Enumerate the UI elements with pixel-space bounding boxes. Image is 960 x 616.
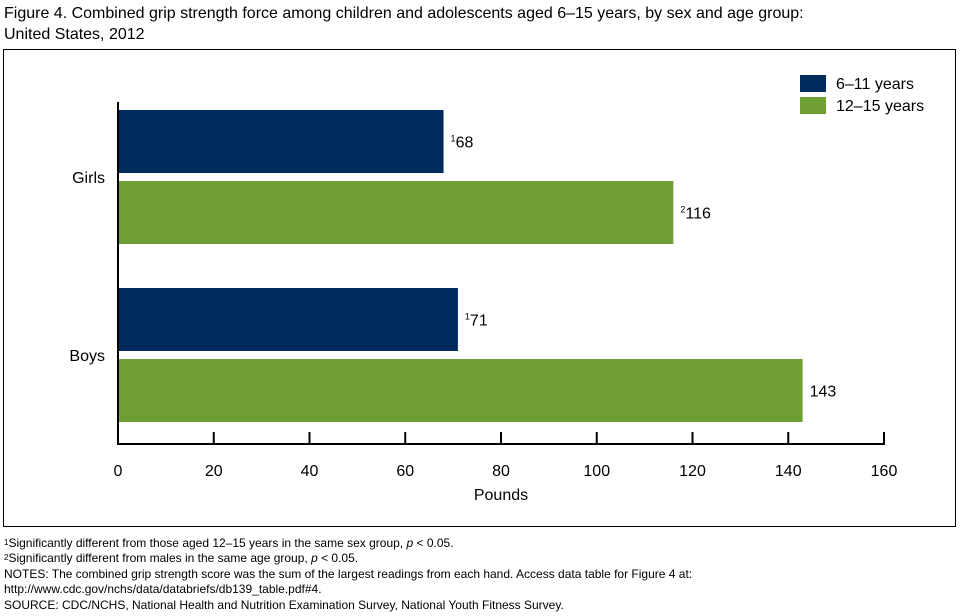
- footnote-1: 1Significantly different from those aged…: [4, 536, 692, 551]
- x-tick-label: 60: [396, 463, 414, 480]
- bar-boys-6-11: [118, 288, 458, 351]
- bar-girls-12-15: [118, 181, 674, 244]
- category-label: Boys: [69, 348, 105, 365]
- x-tick-label: 140: [775, 463, 802, 480]
- legend-swatch: [800, 75, 826, 92]
- notes-line-1: NOTES: The combined grip strength score …: [4, 566, 693, 581]
- source-line: SOURCE: CDC/NCHS, National Health and Nu…: [4, 597, 564, 612]
- x-tick-label: 100: [583, 463, 610, 480]
- title-line-1: Figure 4. Combined grip strength force a…: [4, 5, 804, 22]
- data-label: 171: [465, 312, 488, 330]
- x-tick-label: 0: [114, 463, 123, 480]
- footnote-1-p: p: [406, 536, 414, 550]
- x-tick-label: 120: [679, 463, 706, 480]
- x-axis-title: Pounds: [474, 487, 528, 504]
- x-tick-label: 160: [871, 463, 898, 480]
- data-label: 143: [810, 384, 837, 401]
- figure-title: Figure 4. Combined grip strength force a…: [4, 3, 954, 45]
- x-tick-label: 20: [205, 463, 223, 480]
- x-tick-label: 40: [301, 463, 319, 480]
- notes-link[interactable]: http://www.cdc.gov/nchs/data/databriefs/…: [4, 582, 322, 597]
- data-label: 2116: [680, 205, 711, 223]
- footnote-1-mark: 1: [4, 538, 9, 547]
- chart-frame: [3, 49, 956, 527]
- footnote-2-text: Significantly different from males in th…: [8, 551, 312, 566]
- category-label: Girls: [72, 170, 105, 187]
- legend-label: 12–15 years: [836, 98, 924, 115]
- footnote-1-value: < 0.05.: [413, 536, 454, 550]
- x-tick-label: 80: [492, 463, 510, 480]
- bar-boys-12-15: [118, 359, 803, 422]
- legend-label: 6–11 years: [836, 76, 914, 93]
- footnote-2-mark: 2: [4, 553, 9, 563]
- footnote-2: 2Significantly different from males in t…: [4, 551, 692, 566]
- legend-swatch: [800, 97, 826, 114]
- footnote-2-value: < 0.05.: [317, 551, 359, 566]
- title-line-2: United States, 2012: [4, 26, 145, 43]
- footnote-2-p: p: [311, 551, 318, 566]
- footnote-1-text: Significantly different from those aged …: [8, 536, 407, 550]
- footnotes: 1Significantly different from those aged…: [4, 536, 692, 613]
- data-label: 168: [451, 134, 474, 152]
- bar-girls-6-11: [118, 110, 444, 173]
